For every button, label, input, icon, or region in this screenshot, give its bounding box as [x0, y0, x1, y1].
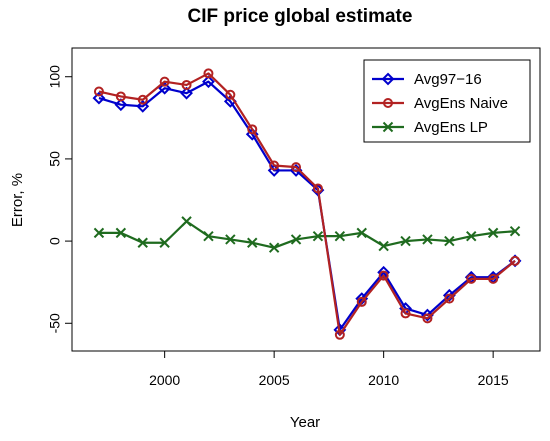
data-point — [444, 235, 455, 247]
x-tick-label: 2005 — [259, 372, 290, 388]
legend-label: AvgEns LP — [414, 119, 488, 136]
data-point — [268, 242, 280, 253]
data-point — [158, 81, 172, 95]
data-point — [137, 94, 148, 105]
chart-title: CIF price global estimate — [188, 6, 413, 27]
legend-marker — [381, 72, 395, 86]
data-point — [269, 160, 280, 171]
data-point — [247, 124, 258, 135]
data-point — [510, 255, 521, 266]
data-point — [312, 230, 324, 242]
data-point — [312, 183, 323, 194]
data-point — [422, 234, 433, 245]
y-axis: -50 0 50 100 — [47, 65, 73, 333]
data-point — [159, 237, 170, 248]
data-point — [115, 91, 126, 102]
data-point — [334, 230, 346, 242]
data-point — [466, 230, 477, 242]
data-point — [202, 75, 215, 89]
data-point — [92, 91, 106, 105]
legend-label: Avg97−16 — [414, 71, 482, 88]
data-point — [291, 162, 302, 173]
y-tick-label: 50 — [47, 151, 63, 167]
data-point — [334, 329, 345, 340]
y-tick-label: 100 — [47, 65, 63, 89]
legend-label: AvgEns Naive — [414, 95, 508, 112]
x-tick-label: 2015 — [478, 372, 509, 388]
x-axis-label: Year — [290, 414, 320, 431]
data-point — [378, 240, 389, 252]
data-point — [93, 227, 105, 239]
data-point — [422, 313, 433, 324]
data-point — [487, 227, 499, 239]
data-point — [509, 226, 521, 237]
series-layer — [92, 68, 522, 340]
data-point — [400, 308, 411, 319]
data-point — [137, 237, 148, 248]
data-point — [442, 288, 456, 302]
data-point — [247, 237, 258, 248]
data-point — [225, 234, 236, 245]
data-point — [181, 216, 192, 227]
data-point — [466, 273, 477, 284]
y-axis-label: Error, % — [9, 173, 26, 227]
series-avgens-naive — [93, 68, 521, 340]
data-point — [180, 86, 193, 100]
data-point — [290, 234, 302, 245]
data-point — [488, 273, 499, 284]
y-tick-label: 0 — [47, 237, 63, 245]
data-point — [114, 98, 128, 112]
data-point — [115, 227, 127, 239]
data-point — [203, 230, 214, 242]
legend-marker — [383, 98, 393, 108]
data-point — [159, 76, 170, 87]
series-avgens-lp — [93, 216, 521, 253]
data-point — [421, 308, 434, 322]
data-point — [356, 227, 367, 239]
x-axis: 2000 2005 2010 2015 — [149, 350, 509, 388]
data-point — [225, 89, 236, 100]
x-tick-label: 2000 — [149, 372, 180, 388]
y-tick-label: -50 — [47, 313, 63, 333]
data-point — [93, 86, 104, 97]
legend: Avg97−16 AvgEns Naive AvgEns LP — [363, 59, 531, 143]
data-point — [400, 235, 411, 247]
legend-marker — [382, 121, 394, 133]
data-point — [444, 293, 455, 304]
x-tick-label: 2010 — [368, 372, 399, 388]
data-point — [136, 99, 150, 113]
data-point — [181, 79, 192, 90]
data-point — [378, 270, 389, 281]
data-point — [203, 68, 214, 79]
data-point — [356, 296, 367, 307]
